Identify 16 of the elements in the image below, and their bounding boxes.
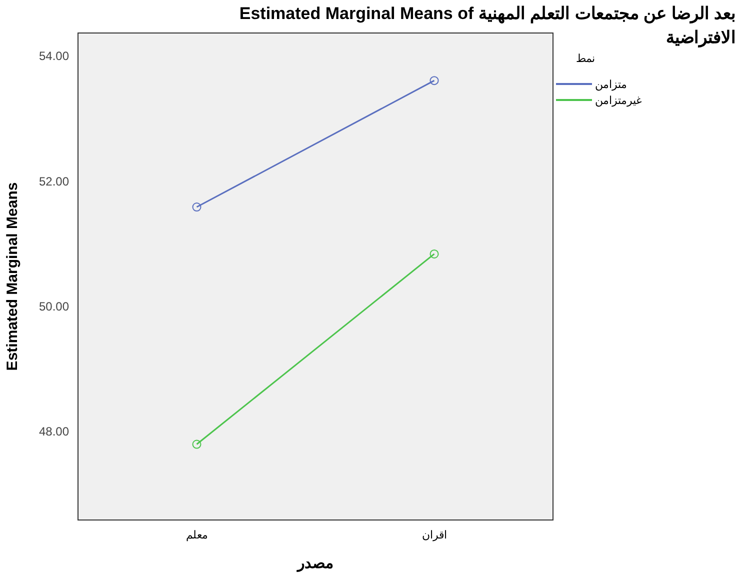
legend-title: نمط (575, 52, 596, 65)
point (192, 440, 202, 449)
y-tick-label: 52.00 (38, 174, 70, 188)
legend-label: متزامن (595, 78, 627, 90)
y-tick-label: 48.00 (38, 424, 70, 439)
x-tick-label: معلم (186, 530, 208, 542)
legend-label: غيرمتزامن (595, 94, 642, 106)
x-axis-title: مصدر (296, 555, 334, 572)
x-tick-label: اقران (422, 530, 447, 542)
y-axis-title: Estimated Marginal Means (4, 182, 22, 371)
chart-title: Estimated Marginal Means of بعد الرضا عن مجتمعات التعلم المهنية الافتراضية (238, 3, 736, 50)
point (430, 76, 439, 86)
point (430, 249, 439, 258)
point (192, 202, 202, 212)
y-tick-label: 50.00 (38, 299, 70, 314)
y-tick-label: 54.00 (38, 49, 70, 64)
